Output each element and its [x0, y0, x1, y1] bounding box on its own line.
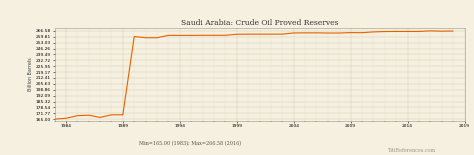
Title: Saudi Arabia: Crude Oil Proved Reserves: Saudi Arabia: Crude Oil Proved Reserves: [181, 19, 338, 27]
Text: TitiReferences.com: TitiReferences.com: [388, 148, 436, 153]
Text: Min=165.00 (1983); Max=266.58 (2016): Min=165.00 (1983); Max=266.58 (2016): [138, 141, 241, 146]
Y-axis label: Billion Barrels: Billion Barrels: [28, 58, 33, 91]
